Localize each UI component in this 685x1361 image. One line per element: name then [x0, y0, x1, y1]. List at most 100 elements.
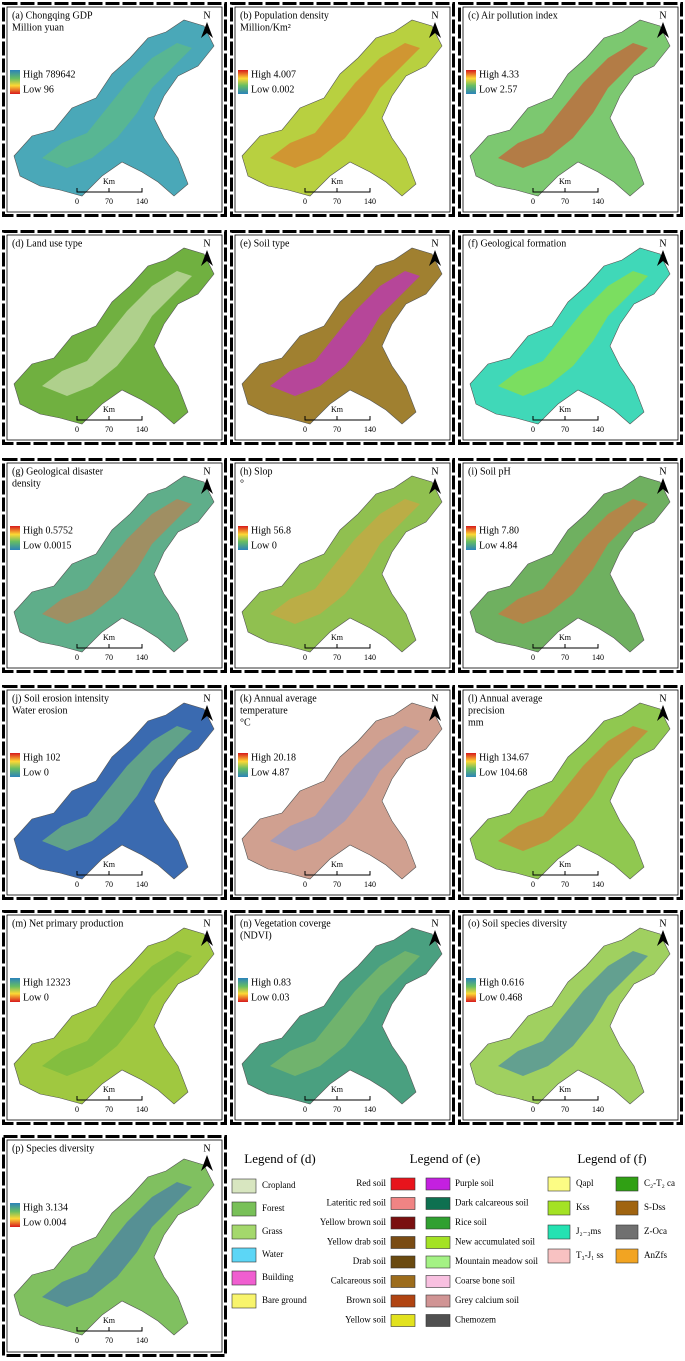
legend-swatch — [390, 1236, 416, 1249]
scale-tick: 70 — [333, 425, 341, 434]
legend-label: New accumulated soil — [455, 1237, 535, 1247]
scale-tick: 140 — [136, 1105, 148, 1114]
map — [469, 247, 671, 425]
scale-tick: 70 — [105, 425, 113, 434]
panel-border — [2, 1135, 227, 1357]
legend-low: Low 0 — [23, 767, 49, 778]
panel-border-inner — [462, 462, 679, 669]
legend-low: Low 104.68 — [479, 767, 527, 778]
legend-low: Low 4.87 — [251, 767, 289, 778]
scale-bar — [304, 871, 371, 876]
scale-tick: 0 — [75, 425, 79, 434]
legend-swatch — [425, 1255, 451, 1269]
panel-title: (m) Net primary production — [12, 918, 123, 929]
legend-low: Low 0.468 — [479, 992, 522, 1003]
color-ramp — [466, 753, 476, 777]
panel-border — [458, 910, 683, 1125]
scale-bar — [304, 188, 371, 193]
scale-tick: 140 — [136, 197, 148, 206]
scale-unit: Km — [559, 405, 572, 414]
legend-swatch — [547, 1200, 571, 1216]
legend-swatch — [390, 1216, 416, 1230]
legend-swatch — [615, 1176, 639, 1192]
panel-title: (d) Land use type — [12, 238, 83, 249]
panel-border — [2, 685, 227, 900]
panel-title: precision — [468, 705, 505, 716]
legend-high: High 12323 — [23, 977, 71, 988]
legend-high: High 102 — [23, 752, 61, 763]
map-accent — [42, 951, 192, 1076]
legend-label: Qapl — [576, 1178, 594, 1188]
legend-label: Dark calcareous soil — [455, 1198, 529, 1208]
north-label: N — [203, 238, 210, 249]
legend-swatch — [425, 1177, 451, 1191]
legend-swatch — [425, 1294, 451, 1308]
scale-unit: Km — [559, 633, 572, 642]
panel-border — [458, 230, 683, 445]
scale-tick: 140 — [136, 880, 148, 889]
scale-bar — [304, 416, 371, 421]
north-label: N — [203, 693, 210, 704]
legend-label: Cropland — [262, 1180, 296, 1190]
legend-swatch — [231, 1201, 257, 1217]
legend-swatch — [390, 1197, 416, 1210]
legend-low: Low 0.002 — [251, 84, 294, 95]
color-ramp — [10, 526, 20, 550]
scale-bar — [76, 416, 143, 421]
scale-tick: 140 — [364, 425, 376, 434]
scale-bar — [76, 1327, 143, 1332]
legend-swatch — [390, 1177, 416, 1191]
north-label: N — [659, 238, 666, 249]
color-ramp — [238, 526, 248, 550]
legend-low: Low 0 — [251, 540, 277, 551]
legend-label: Yellow brown soil — [320, 1217, 387, 1227]
panel-title: Million yuan — [12, 22, 64, 33]
map-panel: (f) Geological formation N Km 0 70 140 — [458, 230, 683, 445]
panel-border-inner — [234, 689, 451, 896]
scale-unit: Km — [559, 177, 572, 186]
north-arrow — [657, 930, 669, 946]
scale-unit: Km — [559, 1085, 572, 1094]
panel-border-inner — [462, 689, 679, 896]
legend-label: AnZfs — [644, 1250, 667, 1260]
panel-border — [2, 230, 227, 445]
color-ramp — [466, 70, 476, 94]
north-label: N — [659, 466, 666, 477]
scale-bar — [76, 871, 143, 876]
legend-low: Low 96 — [23, 84, 54, 95]
scale-unit: Km — [559, 860, 572, 869]
legend-label: Z-Oca — [644, 1226, 667, 1236]
legend-label: Bare ground — [262, 1295, 307, 1305]
map-panel: (i) Soil pH High 7.80 Low 4.84 N Km 0 70 140 — [458, 458, 683, 673]
scale-bar — [304, 644, 371, 649]
scale-bar — [76, 644, 143, 649]
scale-tick: 0 — [531, 1105, 535, 1114]
legend-high: High 56.8 — [251, 525, 291, 536]
map — [241, 19, 443, 197]
map-panel: (p) Species diversity High 3.134 Low 0.004… — [2, 1135, 227, 1357]
panel-border — [458, 458, 683, 673]
scale-tick: 0 — [303, 653, 307, 662]
legend-swatch — [390, 1255, 416, 1269]
scale-bar — [76, 188, 143, 193]
panel-title: (i) Soil pH — [468, 466, 511, 477]
map-panel: (d) Land use type N Km 0 70 140 — [2, 230, 227, 445]
scale-tick: 140 — [364, 197, 376, 206]
legend-swatch — [231, 1270, 257, 1286]
panel-title: (n) Vegetation coverge — [240, 918, 331, 929]
legend-swatch — [615, 1200, 639, 1216]
scale-bar — [532, 188, 599, 193]
legend-label: Grass — [262, 1226, 283, 1236]
scale-tick: 0 — [531, 425, 535, 434]
panel-title: (j) Soil erosion intensity — [12, 693, 109, 704]
scale-unit: Km — [103, 860, 116, 869]
map-accent — [498, 499, 648, 624]
legend-swatch — [425, 1236, 451, 1249]
north-label: N — [431, 693, 438, 704]
scale-tick: 70 — [333, 880, 341, 889]
legend-title: Legend of (f) — [577, 1151, 646, 1166]
north-arrow — [429, 478, 441, 494]
legend-title: Legend of (e) — [410, 1151, 481, 1166]
north-label: N — [431, 10, 438, 21]
